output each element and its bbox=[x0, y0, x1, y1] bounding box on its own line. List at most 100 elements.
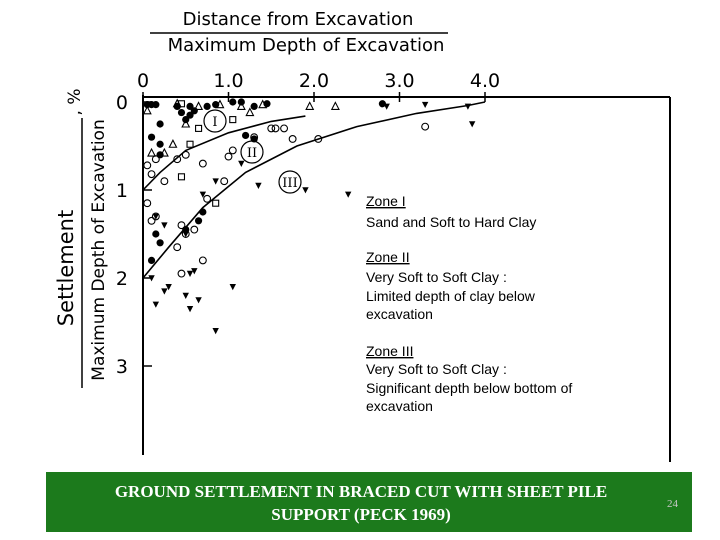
annotation-zone-1-title: Zone I bbox=[366, 193, 406, 209]
x-title-numerator: Distance from Excavation bbox=[183, 9, 414, 30]
data-point-filled-circle bbox=[378, 100, 386, 108]
data-point-open-circle bbox=[271, 124, 280, 133]
y-title-line2: Maximum Depth of Excavation bbox=[89, 119, 109, 380]
data-point-open-circle bbox=[280, 124, 289, 133]
data-point-open-square bbox=[186, 140, 194, 148]
caption-line-1: GROUND SETTLEMENT IN BRACED CUT WITH SHE… bbox=[114, 482, 608, 501]
figure-caption: GROUND SETTLEMENT IN BRACED CUT WITH SHE… bbox=[46, 480, 676, 526]
data-point-open-circle bbox=[267, 124, 276, 133]
data-point-open-circle bbox=[190, 225, 199, 234]
data-point-open-circle bbox=[173, 155, 182, 164]
data-point-filled-circle bbox=[229, 98, 237, 106]
data-point-open-circle bbox=[177, 269, 186, 278]
x-tick-label: 3.0 bbox=[384, 70, 414, 92]
data-point-open-circle bbox=[151, 155, 160, 164]
data-point-open-circle bbox=[198, 159, 207, 168]
data-point-filled-circle bbox=[177, 108, 186, 117]
data-point-open-triangle bbox=[142, 105, 152, 115]
data-point-filled-triangle bbox=[383, 103, 390, 110]
data-point-filled-circle bbox=[242, 131, 250, 140]
data-point-filled-triangle bbox=[255, 182, 262, 189]
data-point-filled-circle bbox=[199, 208, 207, 216]
data-point-filled-triangle bbox=[302, 187, 309, 194]
data-point-filled-circle bbox=[147, 256, 156, 264]
data-point-open-triangle bbox=[330, 101, 340, 110]
data-point-filled-triangle bbox=[229, 284, 236, 291]
y-tick-label: 3 bbox=[116, 356, 128, 378]
data-point-open-circle bbox=[421, 122, 430, 131]
data-point-filled-circle bbox=[156, 239, 164, 247]
data-point-open-circle bbox=[143, 161, 152, 170]
data-point-filled-circle bbox=[156, 140, 164, 148]
data-point-open-triangle bbox=[181, 118, 191, 128]
data-point-open-circle bbox=[160, 177, 169, 186]
annotation-zone-3-title: Zone III bbox=[366, 343, 413, 359]
data-point-filled-circle bbox=[147, 133, 156, 141]
data-point-filled-triangle bbox=[161, 222, 168, 229]
data-point-open-triangle bbox=[305, 101, 315, 110]
data-point-open-circle bbox=[224, 152, 233, 161]
zone-marker-label: II bbox=[247, 146, 257, 161]
data-point-filled-triangle bbox=[199, 191, 207, 198]
data-point-open-circle bbox=[181, 150, 190, 159]
data-point-open-circle bbox=[147, 216, 156, 225]
data-point-open-circle bbox=[203, 194, 212, 203]
page-number: 24 bbox=[667, 498, 678, 510]
annotation-zone-3-line: excavation bbox=[366, 398, 433, 414]
annotation-zone-2: Zone II Very Soft to Soft Clay : Limited… bbox=[366, 249, 536, 322]
data-point-filled-triangle bbox=[212, 328, 219, 335]
data-point-filled-circle bbox=[152, 101, 160, 109]
data-point-filled-triangle bbox=[195, 297, 202, 304]
data-point-filled-triangle bbox=[464, 103, 472, 110]
data-point-open-circle bbox=[228, 146, 237, 155]
data-point-open-triangle bbox=[215, 99, 225, 109]
data-point-filled-triangle bbox=[468, 121, 476, 128]
data-point-filled-circle bbox=[203, 102, 211, 110]
data-point-open-square bbox=[177, 173, 186, 181]
data-point-open-triangle bbox=[159, 147, 169, 157]
data-point-filled-triangle bbox=[182, 292, 189, 299]
data-point-open-circle bbox=[288, 135, 297, 143]
annotation-zone-1: Zone I Sand and Soft to Hard Clay bbox=[366, 193, 536, 230]
zone-boundary-II-III bbox=[142, 101, 486, 279]
annotation-zone-3: Zone III Very Soft to Soft Clay : Signif… bbox=[366, 343, 572, 414]
data-point-filled-circle bbox=[250, 135, 258, 143]
annotation-zone-3-line: Significant depth below bottom of bbox=[366, 380, 572, 396]
data-point-open-circle bbox=[220, 177, 229, 186]
data-point-filled-triangle bbox=[212, 178, 219, 185]
annotation-zone-1-line: Sand and Soft to Hard Clay bbox=[366, 214, 536, 230]
data-point-filled-triangle bbox=[152, 301, 160, 308]
data-point-open-triangle bbox=[147, 147, 157, 157]
data-point-open-triangle bbox=[168, 139, 178, 148]
data-point-filled-triangle bbox=[165, 284, 172, 291]
annotation-zone-3-line: Very Soft to Soft Clay : bbox=[366, 361, 507, 377]
data-point-filled-triangle bbox=[345, 191, 352, 198]
data-point-open-circle bbox=[173, 243, 182, 252]
data-point-open-circle bbox=[250, 133, 259, 142]
data-point-open-circle bbox=[147, 170, 156, 179]
data-point-filled-triangle bbox=[186, 270, 194, 277]
data-point-filled-circle bbox=[152, 230, 160, 238]
caption-line-2: SUPPORT (PECK 1969) bbox=[271, 505, 451, 524]
data-point-filled-circle bbox=[156, 120, 164, 128]
zone-boundary-I-II bbox=[142, 115, 306, 191]
data-point-open-triangle bbox=[258, 99, 268, 109]
x-tick-label: 0 bbox=[137, 70, 149, 92]
caption-banner: GROUND SETTLEMENT IN BRACED CUT WITH SHE… bbox=[46, 472, 692, 532]
x-tick-label: 2.0 bbox=[299, 70, 329, 92]
zone-marker-label: III bbox=[282, 176, 297, 191]
data-point-open-circle bbox=[181, 230, 190, 238]
data-point-filled-triangle bbox=[186, 306, 194, 313]
data-point-open-circle bbox=[177, 221, 186, 230]
data-point-filled-circle bbox=[250, 102, 258, 110]
data-point-filled-triangle bbox=[161, 288, 168, 295]
y-tick-label: 0 bbox=[116, 92, 128, 114]
data-point-open-square bbox=[195, 124, 203, 132]
data-point-open-square bbox=[229, 116, 237, 124]
y-tick-label: 1 bbox=[116, 180, 128, 202]
data-point-open-circle bbox=[314, 135, 323, 143]
y-title-unit: , % bbox=[65, 89, 85, 116]
annotation-zone-2-line: excavation bbox=[366, 306, 433, 322]
zone-marker-label: I bbox=[212, 115, 217, 130]
